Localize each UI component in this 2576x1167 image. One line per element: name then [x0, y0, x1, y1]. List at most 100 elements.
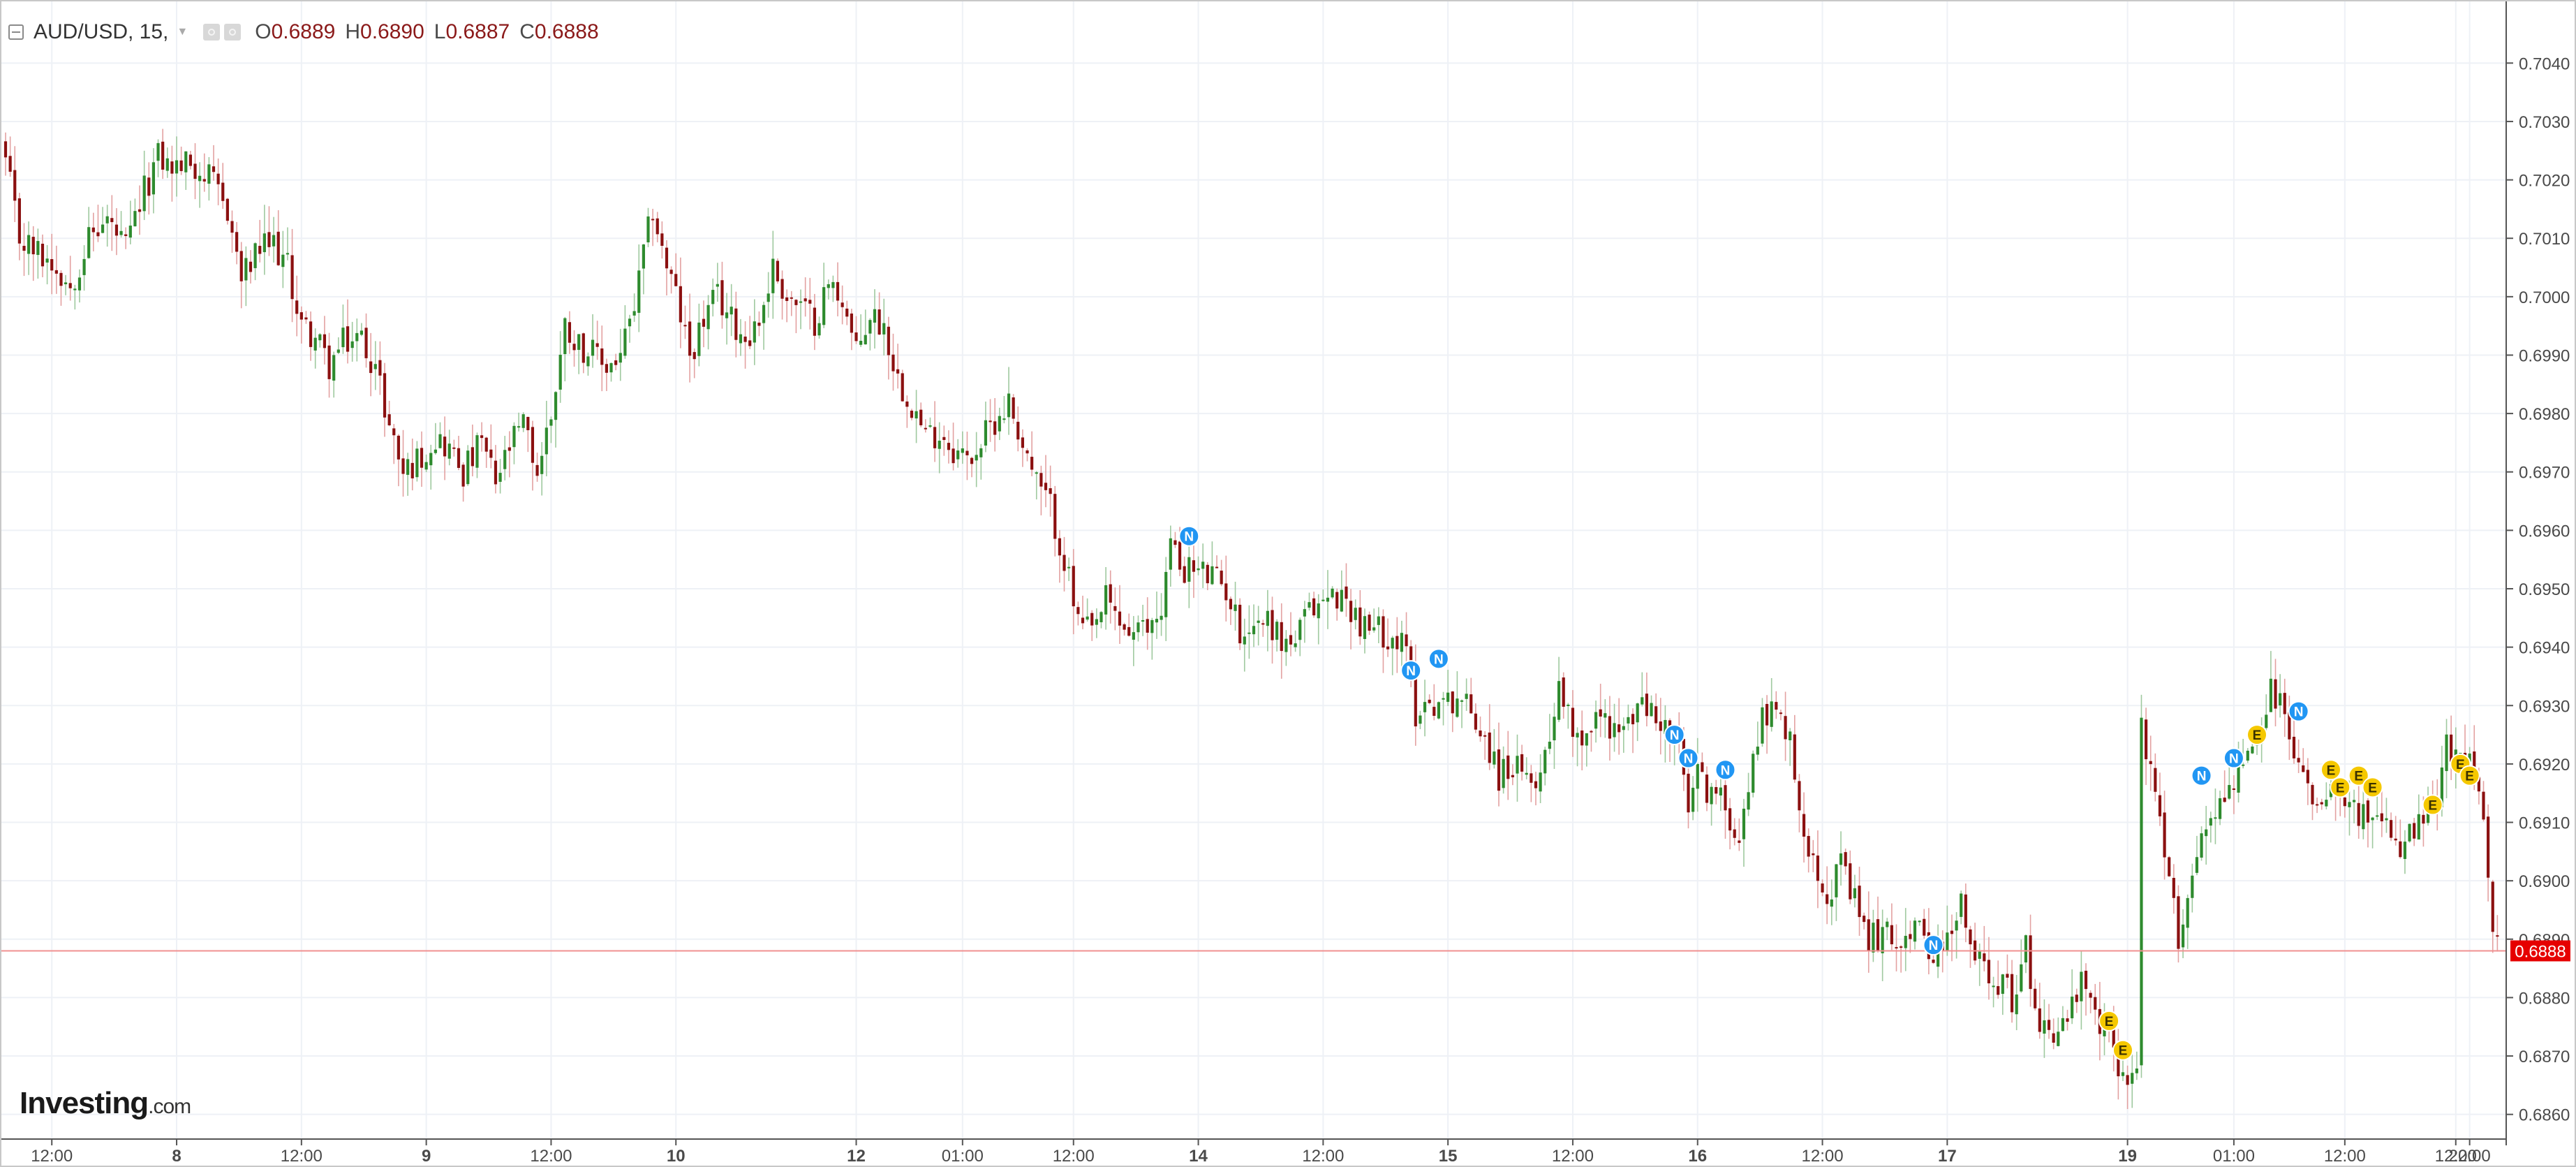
event-label: N	[2294, 705, 2304, 720]
candle-body	[526, 416, 530, 430]
news-event-marker[interactable]: N	[2223, 747, 2244, 769]
candle-body	[133, 211, 137, 227]
candle	[1419, 710, 1422, 730]
earnings-event-marker[interactable]: E	[2348, 765, 2369, 786]
candle	[2052, 1018, 2055, 1050]
earnings-event-marker[interactable]: E	[2112, 1039, 2133, 1061]
legend-bar: AUD/USD, 15, ▼ O0.6889 H0.6890 L0.6887 C…	[8, 17, 599, 47]
settings-icon[interactable]	[203, 24, 221, 41]
news-event-marker[interactable]: N	[1923, 934, 1944, 956]
candle	[2117, 1029, 2120, 1100]
candle	[720, 261, 724, 329]
candle-body	[1765, 703, 1769, 726]
news-event-marker[interactable]: N	[1428, 648, 1449, 670]
candle	[591, 314, 595, 368]
candle	[1127, 613, 1131, 637]
candle-body	[1946, 932, 1949, 951]
earnings-event-marker[interactable]: E	[2362, 777, 2383, 798]
candle-body	[2422, 814, 2425, 824]
candle-body	[1386, 646, 1390, 649]
earnings-event-marker[interactable]: E	[2330, 777, 2351, 798]
candle-body	[1886, 921, 1889, 927]
candle	[831, 275, 835, 302]
candle-body	[1738, 840, 1741, 843]
candle-body	[2237, 763, 2240, 793]
candle	[1548, 714, 1551, 754]
candle-body	[397, 435, 400, 460]
earnings-event-marker[interactable]: E	[2459, 765, 2480, 786]
candle	[660, 221, 664, 259]
candle	[1303, 601, 1306, 643]
candle	[1354, 599, 1357, 630]
candle	[813, 293, 816, 351]
candle-body	[1192, 560, 1196, 572]
y-tick-label: 0.6930	[2519, 697, 2570, 716]
candle	[2385, 798, 2388, 833]
candle-body	[1026, 450, 1029, 454]
news-event-marker[interactable]: N	[1178, 525, 1200, 547]
chevron-down-icon[interactable]: ▼	[177, 26, 188, 38]
candle	[304, 311, 308, 324]
candle	[2445, 719, 2448, 798]
candle	[2038, 983, 2041, 1039]
candle-body	[669, 270, 673, 274]
earnings-event-marker[interactable]: E	[2422, 794, 2443, 816]
candle	[489, 424, 493, 469]
candle-body	[2477, 777, 2480, 792]
candle-body	[406, 459, 410, 475]
candle	[2302, 748, 2305, 772]
news-event-marker[interactable]: N	[1664, 724, 1685, 746]
candle-body	[1178, 541, 1182, 570]
event-dot	[2330, 777, 2351, 798]
candle	[1872, 909, 1875, 962]
event-dot	[2362, 777, 2383, 798]
candle-body	[290, 255, 294, 300]
candle	[924, 419, 927, 433]
candle-body	[447, 443, 451, 459]
candle-body	[156, 142, 160, 161]
candle	[175, 136, 179, 197]
candle-body	[1872, 923, 1875, 953]
news-event-marker[interactable]: N	[1400, 660, 1422, 682]
candle	[817, 316, 821, 339]
y-tick-label: 0.6880	[2519, 989, 2570, 1008]
candle	[674, 253, 678, 287]
candle	[850, 309, 853, 351]
candle	[1007, 367, 1011, 435]
symbol-label[interactable]: AUD/USD, 15,	[34, 20, 169, 43]
candle-body	[1174, 540, 1177, 545]
news-event-marker[interactable]: N	[1715, 759, 1736, 781]
news-event-marker[interactable]: N	[1678, 747, 1699, 769]
candle-body	[1460, 700, 1464, 702]
close-icon[interactable]	[224, 24, 242, 41]
candle	[1183, 556, 1186, 584]
candle-body	[928, 425, 932, 427]
candle-body	[2006, 974, 2009, 978]
ohlc-open: O0.6889	[255, 20, 336, 43]
y-tick-label: 0.7020	[2519, 172, 2570, 191]
candle-body	[1978, 951, 1981, 959]
candle-body	[1137, 622, 1140, 633]
earnings-event-marker[interactable]: E	[2320, 759, 2341, 781]
earnings-event-marker[interactable]: E	[2098, 1010, 2120, 1032]
candle	[1507, 731, 1510, 800]
candle-body	[50, 259, 54, 271]
candle	[1238, 598, 1242, 650]
collapse-icon[interactable]	[8, 24, 24, 40]
candle-body	[854, 332, 858, 342]
candle-body	[1016, 421, 1020, 440]
earnings-event-marker[interactable]: E	[2246, 724, 2268, 746]
candle-body	[878, 309, 881, 335]
news-event-marker[interactable]: N	[2288, 700, 2309, 722]
news-event-marker[interactable]: N	[2191, 765, 2212, 786]
candle	[517, 412, 521, 432]
candle-body	[489, 449, 493, 458]
event-label: N	[1684, 752, 1694, 767]
candle	[110, 195, 114, 251]
candle-body	[1086, 616, 1089, 620]
candle-body	[1881, 927, 1884, 953]
candle-body	[891, 354, 895, 372]
